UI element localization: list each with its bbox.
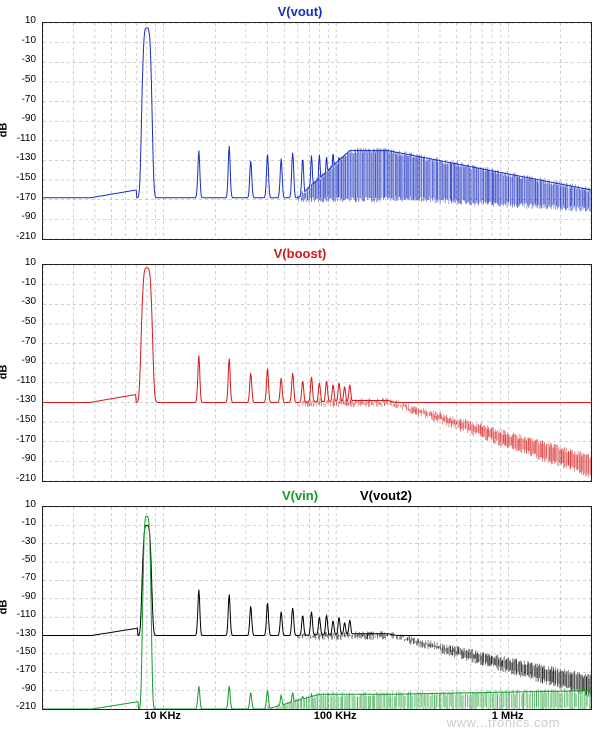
panel-vout: V(vout) dB 10-10-30-50-70-90-110-130-150… bbox=[0, 6, 600, 240]
y-tick-label: -90 bbox=[0, 113, 36, 124]
y-tick-label: -10 bbox=[0, 277, 36, 288]
y-tick-label: -10 bbox=[0, 517, 36, 528]
y-tick-label: -70 bbox=[0, 572, 36, 583]
y-tick-label: -130 bbox=[0, 152, 36, 163]
panel-vboost: V(boost) dB 10-10-30-50-70-90-110-130-15… bbox=[0, 248, 600, 482]
y-tick-label: -90 bbox=[0, 683, 36, 694]
y-tick-label: -210 bbox=[0, 701, 36, 712]
panel-vin-vout2: V(vin) V(vout2) dB 10-10-30-50-70-90-110… bbox=[0, 490, 600, 726]
x-tick-label: 10 KHz bbox=[133, 710, 193, 722]
y-tick-label: -70 bbox=[0, 336, 36, 347]
y-tick-label: 10 bbox=[0, 257, 36, 268]
panel-title-vin: V(vin) bbox=[0, 488, 600, 503]
y-tick-label: 10 bbox=[0, 499, 36, 510]
y-tick-label: -170 bbox=[0, 434, 36, 445]
y-tick-label: -110 bbox=[0, 133, 36, 144]
y-tick-label: -90 bbox=[0, 453, 36, 464]
y-tick-label: -30 bbox=[0, 536, 36, 547]
y-tick-label: -210 bbox=[0, 473, 36, 484]
panel-title-vboost: V(boost) bbox=[0, 246, 600, 261]
y-tick-label: -10 bbox=[0, 35, 36, 46]
plot-vboost bbox=[42, 264, 592, 482]
y-tick-label: -30 bbox=[0, 296, 36, 307]
y-tick-label: -130 bbox=[0, 628, 36, 639]
y-tick-label: -110 bbox=[0, 609, 36, 620]
page: V(vout) dB 10-10-30-50-70-90-110-130-150… bbox=[0, 0, 600, 732]
panel-title-vout2: V(vout2) bbox=[360, 488, 412, 503]
y-tick-label: -150 bbox=[0, 172, 36, 183]
y-tick-label: 10 bbox=[0, 15, 36, 26]
y-tick-label: -150 bbox=[0, 646, 36, 657]
y-tick-label: -170 bbox=[0, 192, 36, 203]
y-tick-label: -90 bbox=[0, 591, 36, 602]
y-tick-label: -110 bbox=[0, 375, 36, 386]
y-tick-label: -130 bbox=[0, 394, 36, 405]
watermark: www...tronics.com bbox=[447, 715, 560, 730]
y-tick-label: -90 bbox=[0, 355, 36, 366]
y-tick-label: -30 bbox=[0, 54, 36, 65]
y-tick-label: -150 bbox=[0, 414, 36, 425]
y-tick-label: -50 bbox=[0, 554, 36, 565]
y-tick-label: -70 bbox=[0, 94, 36, 105]
y-tick-label: -170 bbox=[0, 664, 36, 675]
x-tick-label: 100 KHz bbox=[305, 710, 365, 722]
y-tick-label: -210 bbox=[0, 231, 36, 242]
y-tick-label: -50 bbox=[0, 316, 36, 327]
plot-vout bbox=[42, 22, 592, 240]
y-tick-label: -90 bbox=[0, 211, 36, 222]
y-tick-label: -50 bbox=[0, 74, 36, 85]
panel-title-vout: V(vout) bbox=[0, 4, 600, 19]
plot-vin-vout2 bbox=[42, 506, 592, 710]
